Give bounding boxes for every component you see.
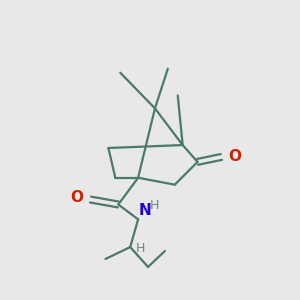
Text: N: N bbox=[139, 203, 152, 218]
Text: H: H bbox=[150, 200, 159, 212]
Text: O: O bbox=[228, 149, 241, 164]
Text: O: O bbox=[70, 190, 84, 205]
Text: H: H bbox=[136, 242, 146, 255]
